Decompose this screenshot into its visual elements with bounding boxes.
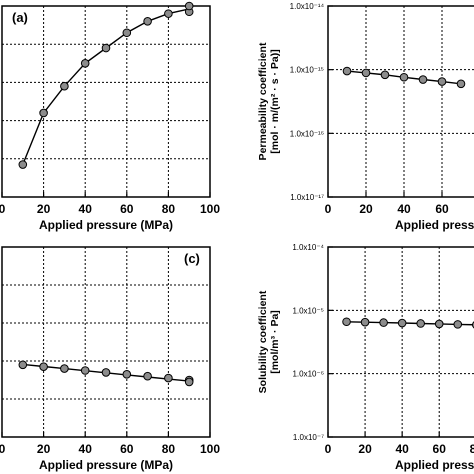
y-tick-label: 1.0x10⁻¹⁷ <box>290 193 324 202</box>
x-tick-label: 20 <box>37 442 51 456</box>
x-tick-label: 40 <box>395 442 409 456</box>
y-axis-units: [mol/m³ · Pa] <box>269 310 281 374</box>
x-tick-label: 40 <box>79 442 93 456</box>
y-tick-label: 1.0x10⁻⁶ <box>292 370 324 379</box>
plot-frame <box>1 5 211 198</box>
chart-panel-c: 0 20 40 60 80 100 (c) Applied pressure (MPa) <box>0 246 220 472</box>
data-point <box>434 319 444 329</box>
chart-panel-a: 0 20 40 60 80 100 (a) Applied pressure (MPa) <box>0 1 220 232</box>
x-tick-label: 80 <box>470 442 474 456</box>
plot-frame <box>327 5 474 198</box>
data-point <box>379 318 388 327</box>
data-point <box>397 318 407 328</box>
x-tick-label: 60 <box>120 442 134 456</box>
x-axis-title: Applied pressure <box>395 218 474 232</box>
x-axis-title: Applied pressure (MPa) <box>39 218 173 232</box>
data-point <box>361 68 371 78</box>
data-point <box>18 360 28 370</box>
data-point <box>143 371 152 381</box>
data-point <box>60 81 69 91</box>
data-point <box>164 9 173 18</box>
data-point <box>164 373 173 383</box>
data-point <box>399 72 409 82</box>
x-tick-label: 0 <box>325 202 332 216</box>
data-point <box>418 75 428 84</box>
y-axis-units: [mol · m/(m² · s · Pa)] <box>269 49 281 153</box>
x-tick-label: 0 <box>0 442 6 456</box>
y-axis-title: Permeability coefficient <box>257 42 269 160</box>
data-point <box>60 364 69 373</box>
x-tick-label: 20 <box>359 202 373 216</box>
data-point <box>80 59 90 68</box>
chart-panel-b: 0 20 40 60 1.0x10⁻¹⁴ 1.0x10⁻¹⁵ 1.0x10⁻¹⁶ 1.0x10… <box>257 2 474 232</box>
y-tick-label: 1.0x10⁻¹⁵ <box>290 66 324 75</box>
x-tick-label: 40 <box>397 202 411 216</box>
x-tick-label: 100 <box>200 202 220 216</box>
data-point <box>101 43 111 53</box>
x-tick-label: 100 <box>200 442 220 456</box>
panel-label: (a) <box>12 10 28 25</box>
y-axis-title: Solubility coefficient <box>257 290 269 393</box>
data-point <box>101 368 111 377</box>
x-tick-label: 80 <box>162 442 176 456</box>
data-point <box>416 319 425 328</box>
data-point <box>39 108 48 118</box>
y-tick-label: 1.0x10⁻¹⁴ <box>290 2 325 11</box>
y-tick-label: 1.0x10⁻⁵ <box>292 306 324 315</box>
data-point <box>39 362 48 372</box>
data-point <box>456 79 466 89</box>
chart-panel-d: 0 20 40 60 80 1.0x10⁻⁴ 1.0x10⁻⁵ 1.0x10⁻⁶ 1.0x10⁻… <box>257 243 474 472</box>
x-tick-label: 0 <box>0 202 6 216</box>
data-point <box>80 366 90 375</box>
data-point <box>122 28 132 38</box>
data-point <box>184 1 194 11</box>
x-tick-label: 0 <box>325 442 332 456</box>
data-point <box>437 77 447 86</box>
x-tick-label: 80 <box>162 202 176 216</box>
data-point <box>184 377 194 387</box>
y-tick-label: 1.0x10⁻⁴ <box>292 243 324 252</box>
data-point <box>360 317 370 327</box>
x-tick-label: 60 <box>433 442 447 456</box>
panel-label: (c) <box>184 251 200 266</box>
data-point <box>380 70 390 80</box>
x-axis-title: Applied pressure (MPa) <box>39 458 173 472</box>
x-axis-title: Applied pressure <box>395 458 474 472</box>
data-point <box>122 370 132 379</box>
data-point <box>18 160 28 169</box>
plot-frame <box>1 246 211 438</box>
x-tick-label: 20 <box>37 202 51 216</box>
x-tick-label: 60 <box>120 202 134 216</box>
y-tick-label: 1.0x10⁻⁷ <box>293 433 324 442</box>
data-point <box>143 16 152 26</box>
x-tick-label: 20 <box>358 442 372 456</box>
data-point <box>342 66 352 76</box>
x-tick-label: 60 <box>435 202 449 216</box>
plot-frame <box>327 246 474 438</box>
data-point <box>453 320 463 329</box>
data-point <box>342 317 351 327</box>
y-tick-label: 1.0x10⁻¹⁶ <box>290 129 324 138</box>
x-tick-label: 40 <box>79 202 93 216</box>
